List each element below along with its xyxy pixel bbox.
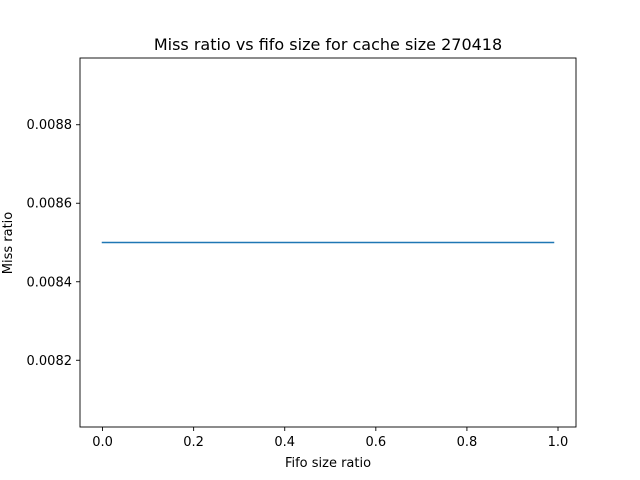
y-tick-label: 0.0084 bbox=[27, 275, 73, 290]
axes-frame bbox=[79, 57, 577, 428]
x-tick-label: 0.4 bbox=[274, 435, 295, 450]
y-tick-label: 0.0086 bbox=[27, 197, 73, 212]
x-tick-label: 0.6 bbox=[365, 435, 386, 450]
x-tick-label: 1.0 bbox=[548, 435, 569, 450]
chart-title: Miss ratio vs fifo size for cache size 2… bbox=[154, 35, 502, 54]
x-axis-label: Fifo size ratio bbox=[285, 456, 371, 471]
x-tick-label: 0.0 bbox=[92, 435, 113, 450]
y-tick-label: 0.0088 bbox=[27, 118, 73, 133]
x-tick-label: 0.8 bbox=[457, 435, 478, 450]
x-tick-label: 0.2 bbox=[183, 435, 204, 450]
y-axis-label: Miss ratio bbox=[1, 212, 16, 275]
plot-area: 0.0 0.2 0.4 0.6 0.8 1.0 0.0082 0.0084 0.0086 0.00… bbox=[27, 57, 577, 450]
y-tick-label: 0.0082 bbox=[27, 354, 73, 369]
